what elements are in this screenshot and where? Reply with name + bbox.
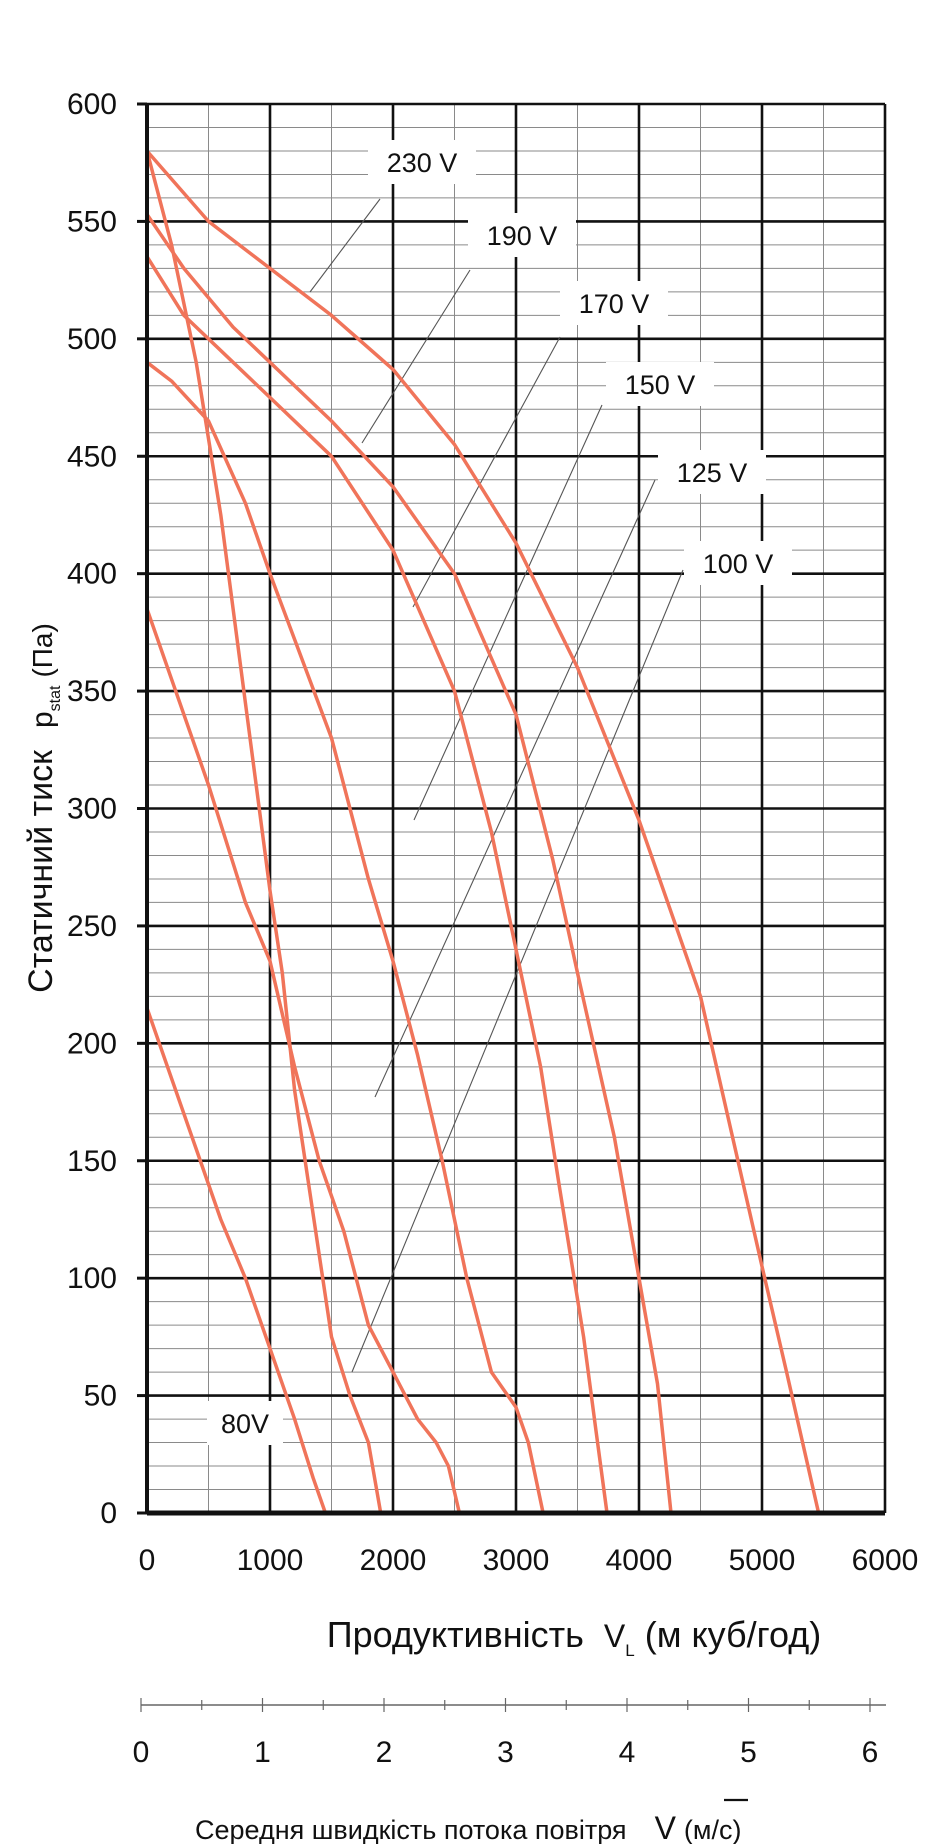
voltage-label-box xyxy=(658,450,766,494)
voltage-label: 230 V xyxy=(387,148,458,178)
leader-line xyxy=(361,269,471,444)
leader-line xyxy=(413,404,603,821)
secondary-axis-title-text: Середня швидкість потока повітря xyxy=(195,1815,627,1844)
axis-titles: Статичний тиск pstat (Па) Продуктивність VL (… xyxy=(22,623,821,1660)
y-tick-label: 550 xyxy=(67,205,117,238)
y-tick-label: 200 xyxy=(67,1027,117,1060)
voltage-label-box xyxy=(606,362,714,406)
x-axis-title: Продуктивність VL (м куб/год) xyxy=(327,1614,821,1660)
x-tick-label: 3000 xyxy=(483,1544,550,1577)
curve-80v xyxy=(145,1006,328,1515)
y-tick-label: 0 xyxy=(100,1497,117,1530)
x-tick-label: 2000 xyxy=(360,1544,427,1577)
voltage-label: 125 V xyxy=(677,458,748,488)
secondary-tick-label: 4 xyxy=(619,1736,636,1769)
voltage-label-box xyxy=(560,281,668,325)
y-axis-unit: (Па) xyxy=(27,623,58,677)
x-tick-label: 4000 xyxy=(606,1544,673,1577)
y-tick-label: 450 xyxy=(67,440,117,473)
secondary-axis-unit: (м/с) xyxy=(684,1815,742,1844)
curve-170v xyxy=(145,254,609,1515)
leader-line xyxy=(374,479,656,1098)
secondary-axis-title: Середня швидкість потока повітря V (м/с) xyxy=(195,1810,741,1844)
x-axis-symbol-sub: L xyxy=(625,1641,634,1660)
voltage-label: 100 V xyxy=(703,549,774,579)
secondary-tick-label: 6 xyxy=(862,1736,879,1769)
curve-150v xyxy=(145,360,545,1515)
y-axis-symbol: p xyxy=(26,711,59,728)
voltage-label-box xyxy=(684,541,792,585)
y-tick-label: 300 xyxy=(67,793,117,826)
y-axis-symbol-sub: stat xyxy=(47,685,64,711)
grid-major xyxy=(147,104,885,1513)
x-axis-symbol: V xyxy=(604,1618,626,1654)
secondary-velocity-axis: 0 1 2 3 4 5 6 Середня швидкість потока повітря V… xyxy=(133,1698,886,1844)
secondary-tick-label: 5 xyxy=(740,1736,757,1769)
y-tick-label: 150 xyxy=(67,1145,117,1178)
x-tick-labels: 0 1000 2000 3000 4000 5000 6000 xyxy=(139,1544,919,1577)
voltage-label: 190 V xyxy=(487,221,558,251)
secondary-axis-symbol: V xyxy=(655,1810,677,1844)
secondary-tick-label: 2 xyxy=(376,1736,393,1769)
curve-230v xyxy=(145,149,821,1515)
leader-line xyxy=(309,198,381,293)
x-tick-label: 5000 xyxy=(729,1544,796,1577)
y-axis-title: Статичний тиск pstat (Па) xyxy=(22,623,64,993)
curve-100v xyxy=(145,149,383,1515)
y-tick-label: 350 xyxy=(67,675,117,708)
performance-curves xyxy=(145,149,821,1515)
voltage-labels: 230 V 190 V 170 V 150 V 125 V 100 V 80V xyxy=(207,140,792,1445)
secondary-tick-label: 3 xyxy=(497,1736,514,1769)
y-tick-label: 100 xyxy=(67,1262,117,1295)
voltage-label: 150 V xyxy=(625,370,696,400)
axes xyxy=(137,102,887,1516)
secondary-tick-label: 1 xyxy=(254,1736,271,1769)
x-tick-label: 1000 xyxy=(237,1544,304,1577)
voltage-label: 80V xyxy=(221,1409,269,1439)
y-tick-label: 500 xyxy=(67,323,117,356)
voltage-label-box xyxy=(207,1401,283,1445)
secondary-tick-label: 0 xyxy=(133,1736,150,1769)
y-tick-label: 250 xyxy=(67,910,117,943)
leader-line xyxy=(351,569,684,1373)
curve-125v xyxy=(145,607,462,1515)
voltage-label: 170 V xyxy=(579,289,650,319)
label-leader-lines xyxy=(309,198,684,1373)
y-tick-label: 600 xyxy=(67,88,117,121)
x-axis-title-text: Продуктивність xyxy=(327,1614,584,1655)
x-axis-unit: (м куб/год) xyxy=(645,1614,821,1655)
y-tick-labels: 0 50 100 150 200 250 300 350 400 450 500 550 600 xyxy=(67,88,117,1530)
curve-190v xyxy=(145,212,673,1515)
y-axis-title-text: Статичний тиск xyxy=(22,749,60,993)
leader-line xyxy=(412,336,561,608)
voltage-label-box xyxy=(368,140,476,184)
x-tick-label: 0 xyxy=(139,1544,156,1577)
y-tick-label: 50 xyxy=(84,1380,117,1413)
x-tick-label: 6000 xyxy=(852,1544,919,1577)
voltage-label-box xyxy=(468,213,576,257)
y-tick-label: 400 xyxy=(67,558,117,591)
